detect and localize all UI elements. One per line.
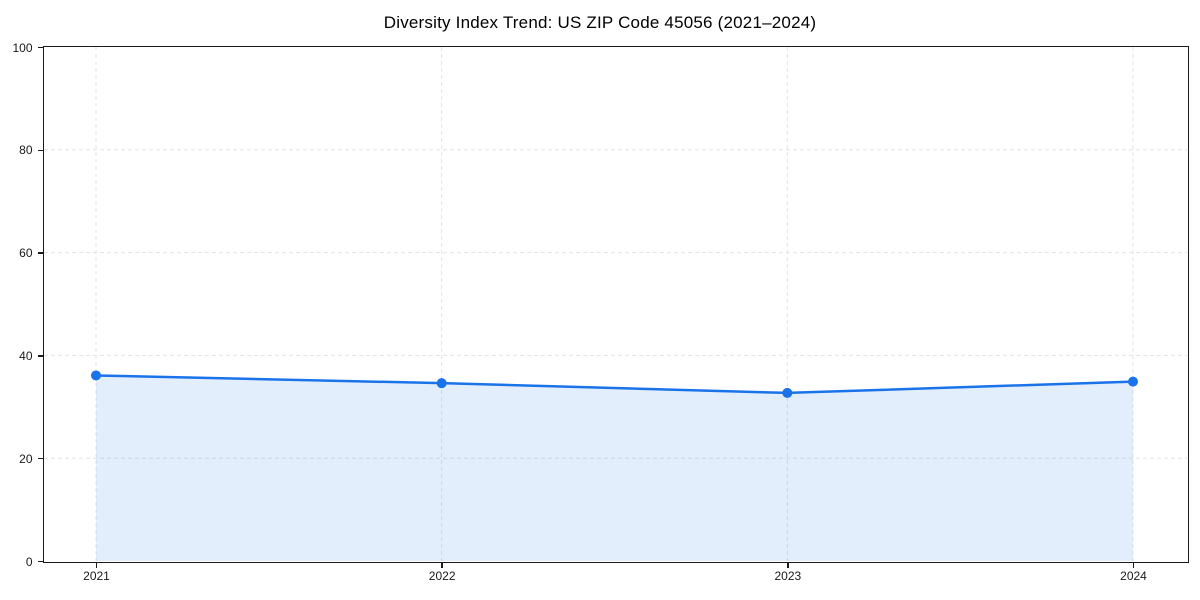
y-tick-label: 100 — [12, 40, 33, 55]
chart-title: Diversity Index Trend: US ZIP Code 45056… — [383, 13, 817, 32]
trend-line — [94, 374, 1135, 395]
y-tick-label: 20 — [19, 451, 33, 466]
x-tick-mark — [787, 563, 789, 568]
area-fill — [96, 375, 1133, 561]
y-tick-label: 80 — [19, 143, 33, 158]
y-tick-mark — [37, 457, 43, 460]
y-tick-label: 60 — [19, 246, 33, 261]
x-tick-label: 2021 — [83, 568, 110, 583]
plot-area — [43, 46, 1189, 563]
data-point-marker — [436, 378, 447, 389]
y-tick-label: 0 — [25, 554, 33, 569]
x-tick-label: 2022 — [428, 568, 456, 583]
y-tick-mark — [37, 252, 43, 254]
y-tick-label: 40 — [19, 348, 33, 363]
x-tick-label: 2024 — [1120, 568, 1147, 583]
data-point-marker — [782, 387, 793, 398]
y-tick-mark — [37, 355, 43, 357]
data-point-marker — [1128, 376, 1138, 387]
data-point-marker — [91, 370, 101, 381]
y-tick-mark — [37, 46, 43, 49]
x-tick-mark — [1132, 563, 1135, 568]
area-line-chart — [44, 47, 1187, 561]
y-tick-mark — [37, 560, 43, 563]
x-tick-mark — [95, 563, 98, 568]
x-tick-mark — [441, 563, 443, 568]
x-tick-label: 2023 — [774, 568, 802, 583]
y-tick-mark — [37, 149, 43, 152]
